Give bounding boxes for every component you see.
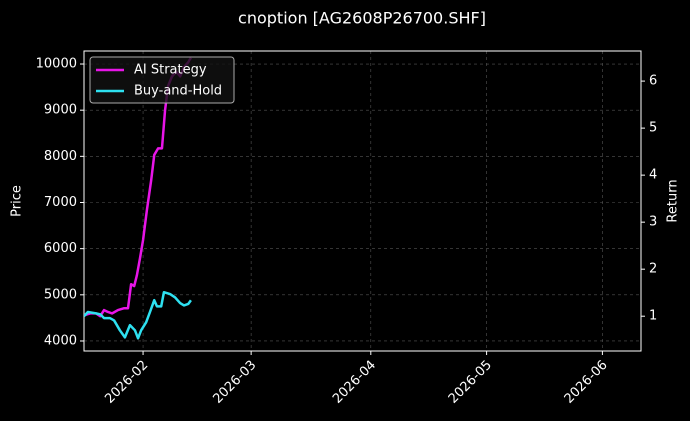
y2-tick-label: 4 (649, 168, 657, 183)
x-tick-label: 2026-06 (562, 358, 611, 407)
y2-tick-label: 5 (649, 121, 657, 136)
plot-frame (83, 50, 642, 352)
chart-title: cnoption [AG2608P26700.SHF] (238, 9, 486, 28)
legend-label: Buy-and-Hold (134, 84, 222, 99)
y2-tick-label: 3 (649, 215, 657, 230)
y-tick-label: 10000 (36, 57, 77, 72)
y-tick-label: 7000 (44, 195, 77, 210)
x-tick-label: 2026-04 (330, 358, 379, 407)
y-tick-label: 9000 (44, 103, 77, 118)
y2-axis-label: Return (666, 179, 681, 222)
y-tick-label: 8000 (44, 149, 77, 164)
y-axis-label: Price (10, 185, 25, 217)
y2-tick-label: 1 (649, 309, 657, 324)
y-tick-label: 5000 (44, 287, 77, 302)
y-tick-label: 6000 (44, 241, 77, 256)
y2-tick-label: 2 (649, 262, 657, 277)
y2-tick-label: 6 (649, 74, 657, 89)
x-tick-label: 2026-02 (102, 358, 151, 407)
x-tick-label: 2026-03 (210, 358, 259, 407)
legend-label: AI Strategy (134, 63, 207, 78)
series-line (84, 290, 192, 340)
y-tick-label: 4000 (44, 333, 77, 348)
x-tick-label: 2026-05 (446, 358, 495, 407)
legend-box (89, 56, 235, 104)
